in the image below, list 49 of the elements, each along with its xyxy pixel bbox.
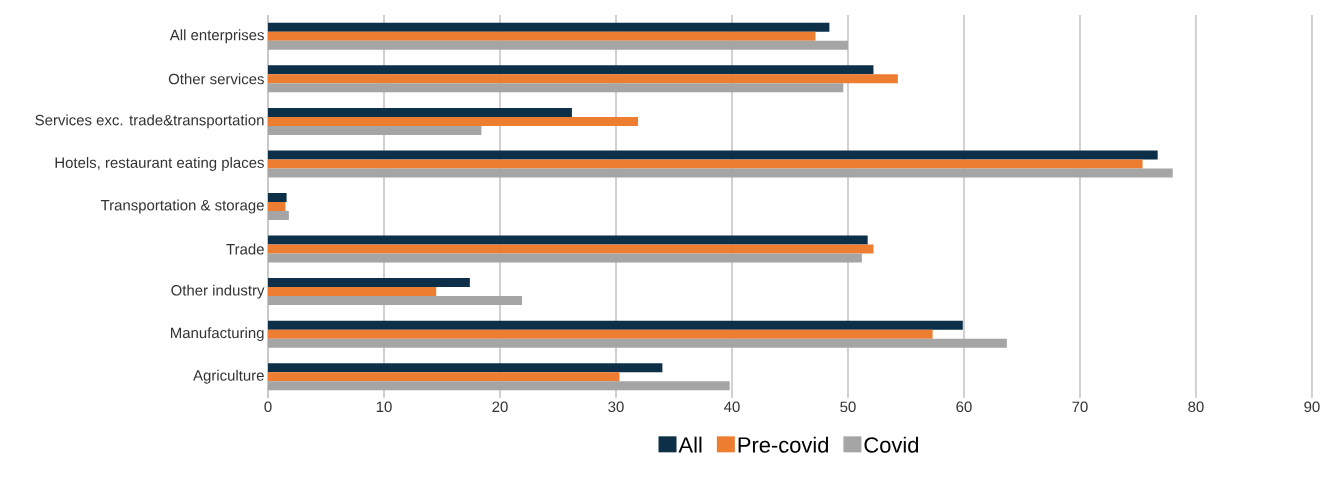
bar — [268, 372, 620, 382]
x-tick-label: 70 — [1072, 401, 1088, 413]
bar — [268, 253, 862, 263]
y-tick-label: Services exc. trade&transportation — [35, 114, 264, 129]
y-tick-label: Hotels, restaurant eating places — [55, 156, 264, 171]
bar — [268, 338, 1007, 348]
bar — [268, 235, 868, 245]
y-tick-label: Transportation & storage — [100, 199, 264, 214]
legend-label: All — [678, 436, 702, 453]
bar — [268, 192, 287, 202]
bar — [268, 83, 844, 93]
y-tick-label: Other services — [168, 73, 264, 85]
bar — [268, 40, 848, 50]
bar — [268, 201, 286, 211]
bar — [268, 244, 874, 254]
y-tick-label: All enterprises — [169, 29, 264, 44]
x-tick-label: 40 — [724, 401, 740, 413]
bar — [268, 74, 898, 84]
y-tick-label: Trade — [226, 243, 264, 255]
bar — [268, 65, 874, 75]
bar — [268, 329, 933, 339]
bar — [268, 278, 470, 288]
y-tick-label: Agriculture — [193, 369, 264, 384]
bar — [268, 107, 572, 117]
y-tick-label: Manufacturing — [171, 327, 264, 342]
legend-label: Covid — [864, 436, 919, 453]
x-tick-label: 60 — [956, 401, 972, 413]
x-tick-label: 50 — [840, 401, 856, 413]
y-tick-label: Other industry — [171, 284, 265, 299]
x-tick-label: 20 — [492, 401, 508, 413]
bar — [268, 363, 663, 373]
bar — [268, 150, 1158, 160]
bar — [268, 116, 639, 126]
bar — [268, 287, 437, 297]
bar — [268, 168, 1173, 178]
bar — [268, 211, 289, 220]
x-tick-label: 80 — [1188, 401, 1204, 413]
x-tick-label: 0 — [264, 401, 272, 413]
bar — [268, 381, 730, 391]
bar — [268, 159, 1143, 169]
bar — [268, 31, 816, 41]
legend-label: Pre-covid — [738, 436, 828, 453]
x-tick-label: 90 — [1304, 401, 1320, 413]
x-tick-label: 10 — [376, 401, 392, 413]
bar — [268, 296, 523, 306]
bar — [268, 125, 482, 135]
bar — [268, 320, 963, 330]
bar — [268, 22, 830, 32]
x-tick-label: 30 — [608, 401, 624, 413]
